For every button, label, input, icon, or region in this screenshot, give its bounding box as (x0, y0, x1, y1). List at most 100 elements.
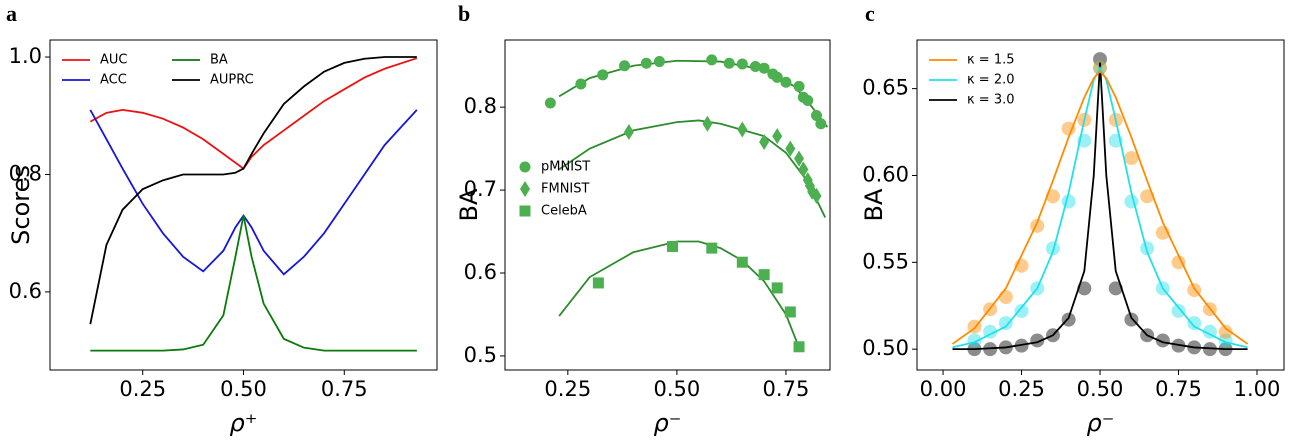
y-tick-label: 0.50 (862, 336, 909, 360)
data-point (1171, 303, 1186, 318)
legend-label: CelebA (541, 204, 587, 219)
panel-2: c 0.00 0.25 0.50 0.75 1.00 0.50 0.55 0.60 0.65 ρ⁻ B… (860, 1, 1285, 437)
data-point (623, 124, 634, 141)
y-axis-label: Scores (7, 165, 35, 245)
data-point (780, 76, 792, 88)
x-axis-label: ρ⁻ (654, 409, 682, 437)
data-point (1108, 281, 1123, 296)
x-axis-label: ρ⁻ (1087, 409, 1115, 437)
panel-0: a 0.25 0.50 0.75 0.6 0.8 1.0 ρ⁺ Scores AUC ACC BA AU… (6, 1, 438, 437)
legend-label: κ = 3.0 (967, 93, 1015, 108)
panel-letter: b (458, 1, 470, 26)
data-point (749, 61, 761, 73)
series-line (952, 62, 1248, 351)
y-axis-label: BA (860, 188, 888, 221)
legend-label: BA (210, 53, 228, 68)
data-point (736, 58, 748, 70)
data-point (998, 290, 1013, 305)
series-line (558, 119, 827, 218)
data-point (592, 277, 604, 289)
data-point (544, 97, 556, 109)
x-tick-label: 0.75 (321, 377, 368, 401)
y-tick-label: 1.0 (9, 44, 42, 68)
data-point (1124, 194, 1139, 209)
data-point (723, 57, 735, 69)
y-tick-label: 0.55 (862, 249, 909, 273)
data-point (706, 54, 718, 66)
y-tick-label: 0.6 (464, 260, 497, 284)
data-point (1077, 281, 1092, 296)
data-point (736, 256, 748, 268)
data-point (1218, 324, 1233, 339)
data-point (1187, 316, 1202, 331)
data-point (759, 133, 770, 150)
series-line (558, 240, 800, 348)
data-point (1030, 333, 1045, 348)
data-point (1140, 189, 1155, 204)
data-point (802, 95, 814, 107)
data-point (1171, 255, 1186, 270)
x-tick-label: 0.00 (920, 377, 967, 401)
y-tick-label: 0.7 (464, 177, 497, 201)
panel-letter: a (6, 1, 17, 26)
data-point (798, 161, 809, 178)
data-point (1218, 333, 1233, 348)
legend-label: ACC (100, 73, 127, 88)
plot-frame (504, 39, 831, 371)
data-point (771, 71, 783, 83)
x-tick-label: 0.25 (119, 377, 166, 401)
data-point (737, 121, 748, 138)
data-point (619, 60, 631, 72)
y-tick-label: 0.5 (464, 343, 497, 367)
data-point (1045, 189, 1060, 204)
series-line (89, 56, 417, 325)
data-point (1155, 333, 1170, 348)
data-point (810, 109, 822, 121)
data-point (758, 269, 770, 281)
data-point (1124, 312, 1139, 327)
data-point (1093, 52, 1108, 67)
y-tick-label: 0.6 (9, 279, 42, 303)
legend-label: AUPRC (210, 73, 254, 88)
data-point (967, 333, 982, 348)
legend-label: κ = 1.5 (967, 53, 1015, 68)
y-tick-label: 0.60 (862, 162, 909, 186)
x-tick-label: 1.00 (1234, 377, 1281, 401)
data-point (793, 80, 805, 92)
data-point (1061, 312, 1076, 327)
legend-label: pMNIST (541, 160, 590, 175)
data-point (653, 56, 665, 68)
x-tick-label: 0.75 (1155, 377, 1202, 401)
data-point (1124, 151, 1139, 166)
plot-frame (49, 39, 438, 371)
legend-swatch (519, 205, 531, 217)
legend-label: AUC (100, 53, 128, 68)
data-point (811, 187, 822, 204)
x-axis-label: ρ⁺ (230, 409, 258, 437)
data-point (772, 128, 783, 145)
data-point (706, 242, 718, 254)
series-line (90, 215, 417, 352)
data-point (998, 316, 1013, 331)
data-point (784, 306, 796, 318)
panel-1: b 0.25 0.50 0.75 0.5 0.6 0.7 0.8 ρ⁻ BA pMNIST FMNIS… (455, 1, 831, 437)
x-tick-label: 0.75 (763, 377, 810, 401)
series-line (952, 65, 1248, 349)
x-tick-label: 0.25 (998, 377, 1045, 401)
data-point (815, 118, 827, 130)
legend-swatch (520, 181, 530, 197)
data-point (771, 282, 783, 294)
series-line (951, 69, 1249, 345)
legend-label: FMNIST (541, 182, 590, 197)
data-point (1014, 303, 1029, 318)
x-tick-label: 0.50 (653, 377, 700, 401)
data-point (702, 115, 713, 132)
data-point (640, 57, 652, 69)
legend-label: κ = 2.0 (967, 73, 1015, 88)
y-tick-label: 0.65 (862, 76, 909, 100)
data-point (597, 69, 609, 81)
data-point (758, 62, 770, 74)
y-axis-label: BA (455, 188, 483, 221)
data-point (1061, 121, 1076, 136)
